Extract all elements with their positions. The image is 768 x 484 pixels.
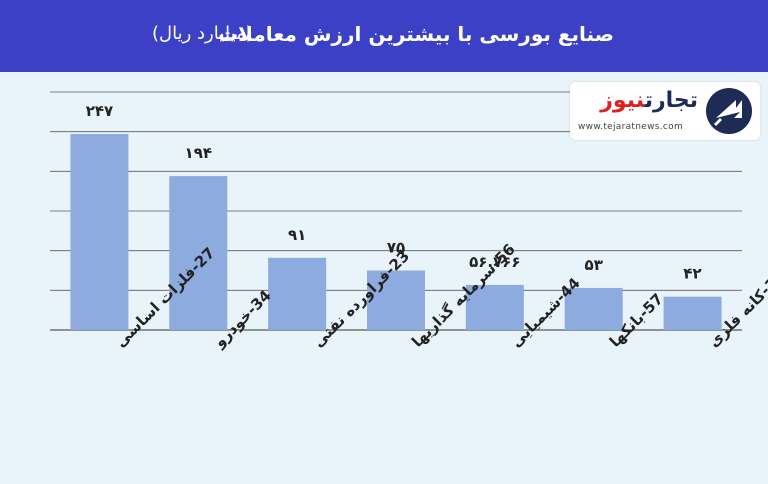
bar xyxy=(268,257,327,330)
data-label: ۵۳ xyxy=(585,256,603,274)
logo-wordmark: تجارتنیوز xyxy=(600,88,698,113)
chart-title: صنایع بورسی با بیشترین ارزش معاملات xyxy=(218,22,614,46)
logo-name-part2: نیوز xyxy=(600,88,645,113)
data-labels: ۲۴۷ ۱۹۴ ۹۱ ۷۵ ۵۶.۷۶۶ ۵۳ ۴۲ xyxy=(86,102,702,283)
data-label: ۹۱ xyxy=(288,226,306,244)
logo-name-part1: تجارت xyxy=(644,88,698,113)
bar xyxy=(564,287,623,330)
bar xyxy=(70,134,129,330)
bar xyxy=(169,176,228,330)
bar xyxy=(663,296,722,330)
data-label: ۲۴۷ xyxy=(86,102,113,120)
chart-header: صنایع بورسی با بیشترین ارزش معاملات (میل… xyxy=(0,0,768,72)
bar xyxy=(465,284,524,330)
logo-url: www.tejaratnews.com xyxy=(578,122,684,132)
logo-arrow-icon xyxy=(706,88,752,134)
chart-subtitle: (میلیارد ریال) xyxy=(152,23,253,44)
bars xyxy=(70,134,722,330)
brand-logo: تجارتنیوز www.tejaratnews.com xyxy=(570,82,760,140)
data-label: ۱۹۴ xyxy=(185,144,212,162)
data-label: ۴۲ xyxy=(683,265,701,283)
data-label: ۵۶.۷۶۶ xyxy=(469,253,520,271)
data-label: ۷۵ xyxy=(387,239,405,257)
bar xyxy=(367,270,425,330)
